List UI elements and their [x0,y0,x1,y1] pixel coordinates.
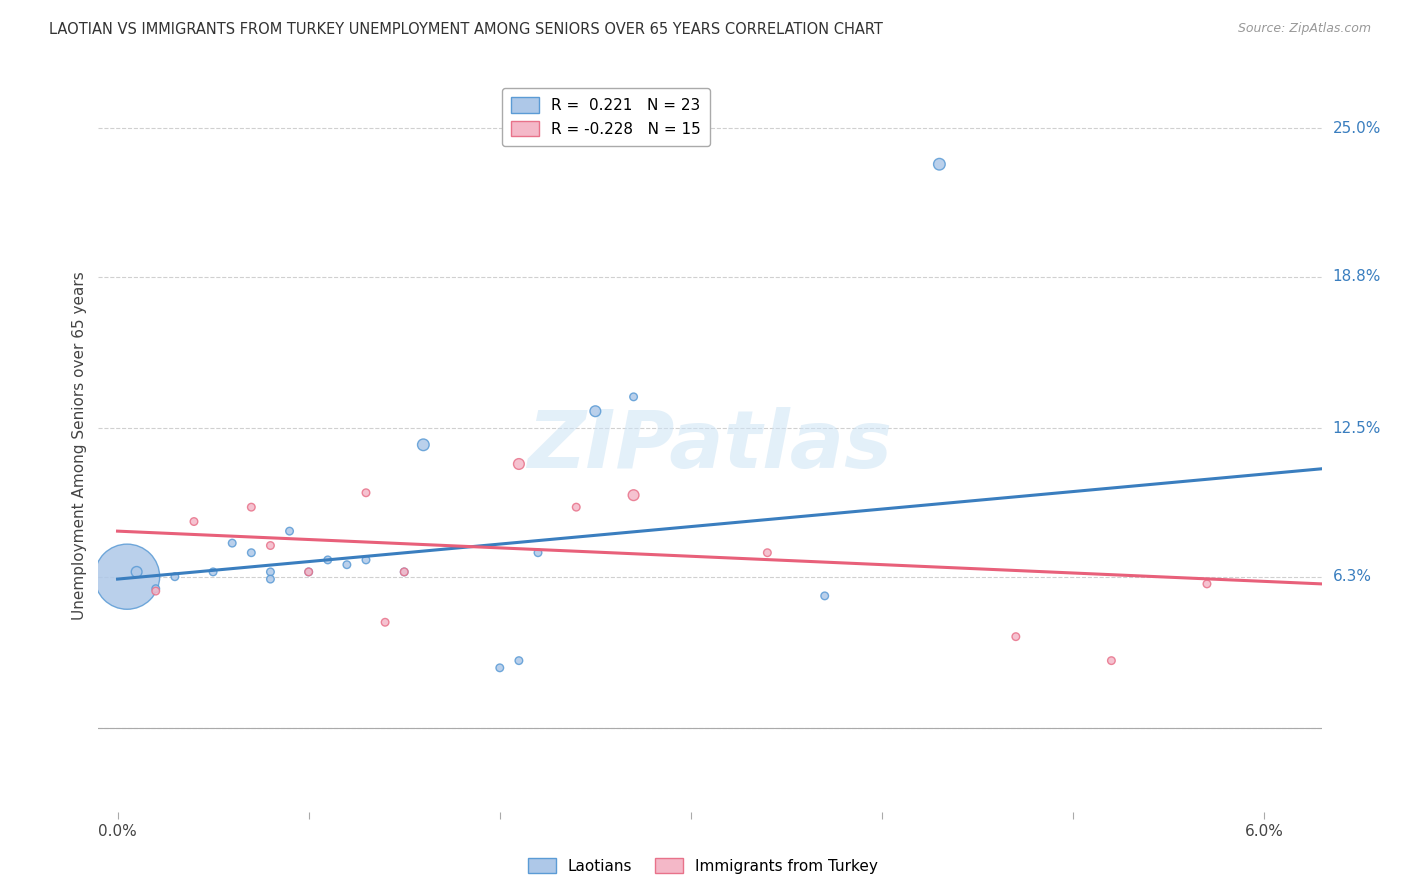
Point [336,558,359,572]
Legend: Laotians, Immigrants from Turkey: Laotians, Immigrants from Turkey [522,852,884,880]
Text: 25.0%: 25.0% [1333,120,1381,136]
Point [316,553,339,567]
Point [527,546,550,560]
Point [183,515,205,529]
Point [259,572,281,586]
Point [756,546,779,560]
Point [1195,577,1218,591]
Point [488,661,510,675]
Point [202,565,225,579]
Point [412,438,434,452]
Point [125,565,148,579]
Point [508,654,530,668]
Legend: R =  0.221   N = 23, R = -0.228   N = 15: R = 0.221 N = 23, R = -0.228 N = 15 [502,88,710,146]
Point [115,570,138,584]
Y-axis label: Unemployment Among Seniors over 65 years: Unemployment Among Seniors over 65 years [72,272,87,620]
Point [298,565,321,579]
Point [583,404,606,418]
Point [392,565,415,579]
Point [145,582,167,596]
Point [298,565,321,579]
Text: 12.5%: 12.5% [1333,420,1381,435]
Point [374,615,396,630]
Point [221,536,243,550]
Point [928,157,950,171]
Point [623,390,645,404]
Point [1004,630,1026,644]
Point [623,488,645,502]
Point [354,485,377,500]
Point [145,584,167,599]
Text: LAOTIAN VS IMMIGRANTS FROM TURKEY UNEMPLOYMENT AMONG SENIORS OVER 65 YEARS CORRE: LAOTIAN VS IMMIGRANTS FROM TURKEY UNEMPL… [49,22,883,37]
Point [354,553,377,567]
Text: ZIPatlas: ZIPatlas [527,407,893,485]
Point [240,500,263,515]
Point [565,500,588,515]
Point [240,546,263,560]
Point [392,565,415,579]
Point [163,570,186,584]
Point [1099,654,1122,668]
Point [508,457,530,471]
Point [814,589,837,603]
Text: 6.3%: 6.3% [1333,569,1372,584]
Point [259,565,281,579]
Point [278,524,301,538]
Text: 18.8%: 18.8% [1333,269,1381,285]
Point [259,539,281,553]
Text: Source: ZipAtlas.com: Source: ZipAtlas.com [1237,22,1371,36]
